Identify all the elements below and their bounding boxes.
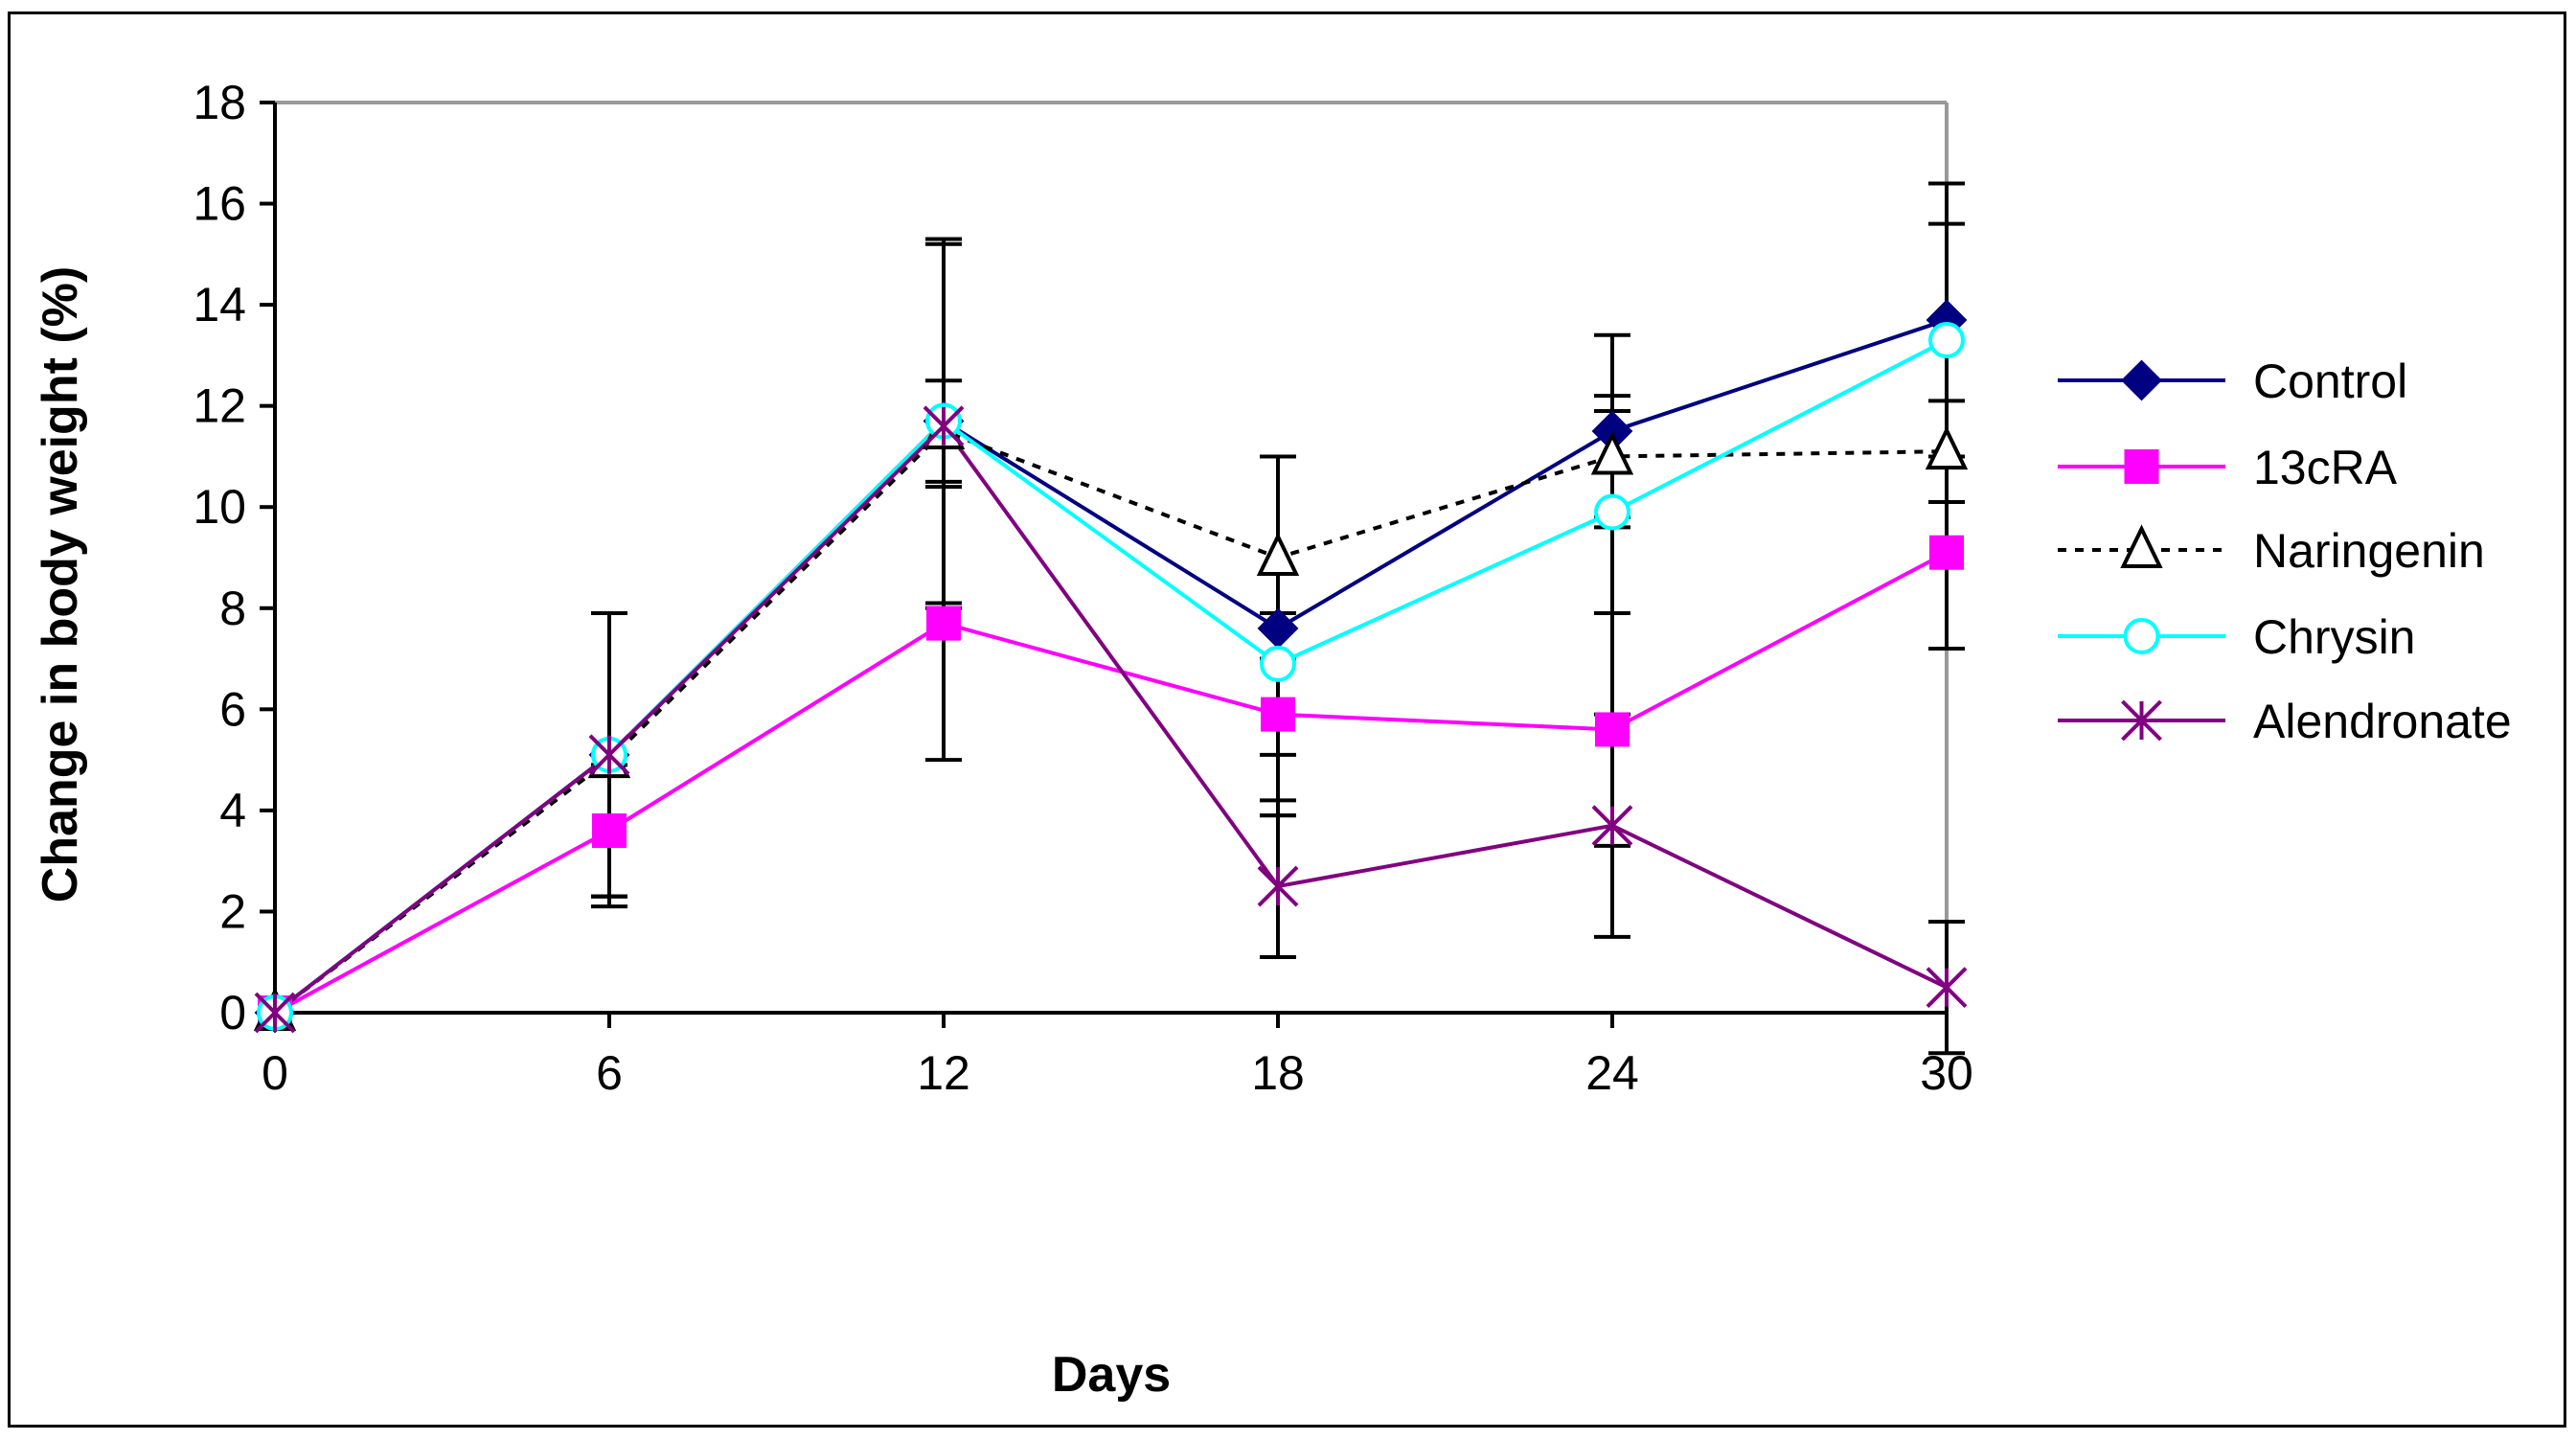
- y-tick-label: 12: [193, 379, 246, 433]
- x-tick-label: 18: [1251, 1046, 1305, 1100]
- data-point-13cra: [592, 813, 627, 848]
- data-point-13cra: [1929, 535, 1964, 570]
- x-tick-label: 30: [1920, 1046, 1973, 1100]
- data-point-alendronate: [1926, 967, 1968, 1009]
- data-point-chrysin: [1928, 322, 1965, 359]
- legend-marker-alendronate: [2121, 699, 2162, 742]
- y-tick-label: 0: [219, 986, 246, 1040]
- data-point-alendronate: [254, 992, 296, 1034]
- y-tick-label: 4: [219, 784, 246, 837]
- y-tick-label: 6: [219, 682, 246, 736]
- legend-marker-13cra: [2124, 449, 2159, 484]
- y-axis-title: Change in body weight (%): [33, 266, 88, 903]
- series-line-control: [273, 318, 1948, 1015]
- data-point-13cra: [926, 606, 961, 641]
- data-point-naringenin: [1256, 532, 1300, 576]
- y-tick-label: 14: [193, 278, 246, 331]
- legend-label-naringenin: Naringenin: [2253, 524, 2485, 578]
- x-tick-label: 0: [262, 1046, 288, 1100]
- x-tick-label: 24: [1585, 1046, 1639, 1100]
- series-line-chrysin: [273, 338, 1948, 1015]
- series-line-13cra: [274, 550, 1948, 1015]
- x-axis-title: Days: [1052, 1347, 1171, 1403]
- legend-label-chrysin: Chrysin: [2253, 610, 2415, 664]
- legend-label-control: Control: [2253, 354, 2407, 408]
- data-point-naringenin: [1925, 425, 1969, 470]
- legend-label-13cra: 13cRA: [2253, 441, 2398, 494]
- data-point-13cra: [1595, 712, 1630, 747]
- legend-marker-naringenin: [2120, 524, 2163, 568]
- data-point-chrysin: [1260, 645, 1296, 682]
- legend-marker-chrysin: [2123, 618, 2160, 654]
- data-point-alendronate: [1257, 865, 1299, 907]
- y-tick-label: 16: [193, 177, 246, 231]
- series-line-alendronate: [273, 423, 1948, 1015]
- y-tick-label: 2: [219, 884, 246, 938]
- y-tick-label: 8: [219, 582, 246, 635]
- series-line-naringenin: [273, 429, 1948, 1015]
- legend: Control 13cRA Naringenin Chrysin Alendronate: [2058, 354, 2512, 748]
- legend-marker-control: [2121, 359, 2162, 401]
- y-tick-label: 10: [193, 480, 246, 534]
- data-point-13cra: [1261, 697, 1295, 732]
- legend-label-alendronate: Alendronate: [2253, 695, 2512, 748]
- x-tick-label: 6: [596, 1046, 623, 1100]
- data-point-alendronate: [588, 734, 630, 776]
- x-tick-label: 12: [917, 1046, 970, 1100]
- y-tick-label: 18: [193, 76, 246, 129]
- data-point-chrysin: [1594, 493, 1630, 531]
- data-point-alendronate: [1591, 805, 1633, 847]
- data-point-naringenin: [1590, 430, 1634, 475]
- series-lines: [273, 318, 1948, 1015]
- data-point-alendronate: [923, 405, 965, 447]
- series-markers: [253, 299, 1969, 1034]
